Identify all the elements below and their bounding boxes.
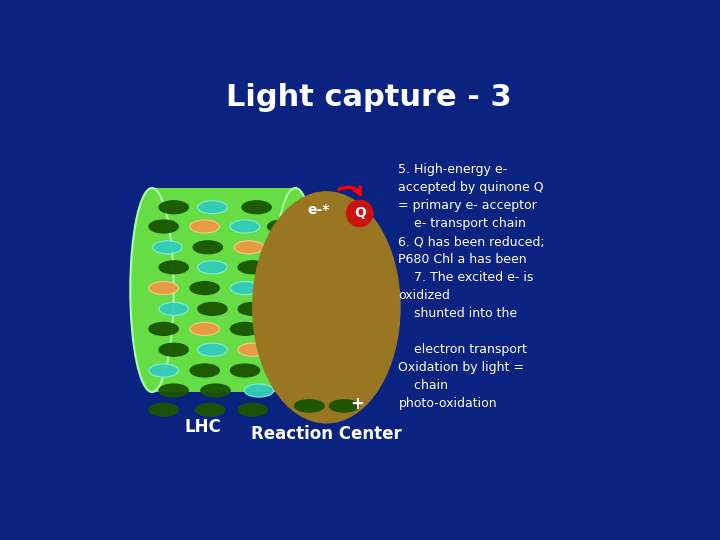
Ellipse shape xyxy=(267,220,297,233)
Ellipse shape xyxy=(159,201,189,214)
Text: +: + xyxy=(351,395,364,413)
Ellipse shape xyxy=(149,364,179,377)
Ellipse shape xyxy=(159,343,189,356)
Ellipse shape xyxy=(242,201,271,214)
Circle shape xyxy=(346,200,373,226)
Ellipse shape xyxy=(193,241,222,254)
Ellipse shape xyxy=(149,403,179,416)
Ellipse shape xyxy=(244,384,274,397)
Ellipse shape xyxy=(230,281,260,295)
Ellipse shape xyxy=(238,302,267,315)
Ellipse shape xyxy=(267,364,297,377)
Ellipse shape xyxy=(238,261,267,274)
Ellipse shape xyxy=(330,400,359,412)
Ellipse shape xyxy=(238,343,267,356)
Ellipse shape xyxy=(198,302,228,315)
Ellipse shape xyxy=(267,322,297,335)
Ellipse shape xyxy=(201,384,230,397)
Ellipse shape xyxy=(267,281,297,295)
Text: Light capture - 3: Light capture - 3 xyxy=(226,83,512,112)
Ellipse shape xyxy=(159,261,189,274)
Text: Q: Q xyxy=(354,206,366,220)
Ellipse shape xyxy=(130,188,174,392)
Ellipse shape xyxy=(190,364,220,377)
Ellipse shape xyxy=(149,220,179,233)
Ellipse shape xyxy=(253,192,400,423)
Ellipse shape xyxy=(195,403,225,416)
Ellipse shape xyxy=(159,302,189,315)
Ellipse shape xyxy=(274,188,317,392)
Ellipse shape xyxy=(198,261,228,274)
Ellipse shape xyxy=(294,400,324,412)
Ellipse shape xyxy=(190,322,220,335)
Ellipse shape xyxy=(159,384,189,397)
Text: e-*: e-* xyxy=(308,202,330,217)
Ellipse shape xyxy=(198,201,228,214)
Ellipse shape xyxy=(230,220,260,233)
Text: LHC: LHC xyxy=(184,418,221,436)
Text: 5. High-energy e-
accepted by quinone Q
= primary e- acceptor
    e- transport c: 5. High-energy e- accepted by quinone Q … xyxy=(398,164,545,410)
Ellipse shape xyxy=(269,261,299,274)
Ellipse shape xyxy=(198,343,228,356)
Ellipse shape xyxy=(190,220,220,233)
Text: Reaction Center: Reaction Center xyxy=(251,426,402,443)
Ellipse shape xyxy=(269,241,299,254)
Ellipse shape xyxy=(269,302,299,315)
Ellipse shape xyxy=(234,241,264,254)
Ellipse shape xyxy=(230,364,260,377)
Bar xyxy=(152,188,295,392)
Ellipse shape xyxy=(190,281,220,295)
Ellipse shape xyxy=(269,343,299,356)
Ellipse shape xyxy=(230,322,260,335)
Ellipse shape xyxy=(238,403,267,416)
Ellipse shape xyxy=(153,241,182,254)
FancyArrowPatch shape xyxy=(339,187,361,194)
Ellipse shape xyxy=(149,281,179,295)
Ellipse shape xyxy=(149,322,179,335)
